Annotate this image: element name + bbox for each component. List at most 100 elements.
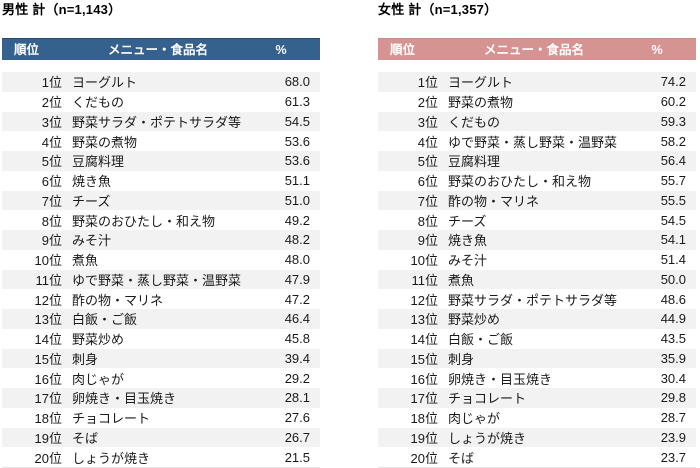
table-body-female: 1位 ヨーグルト 74.2 2位 野菜の煮物 60.2 3位 くだもの 59.3 4位 ゆで野菜・蒸… (378, 72, 696, 468)
percent-cell: 46.4 (284, 311, 310, 327)
menu-name-cell: ゆで野菜・蒸し野菜・温野菜 (448, 134, 618, 150)
percent-cell: 23.7 (660, 449, 686, 465)
rank-cell: 17位 (34, 391, 62, 407)
menu-name-cell: 酢の物・マリネ (448, 193, 540, 209)
rank-cell: 19位 (34, 430, 62, 446)
rank-cell: 4位 (41, 134, 62, 150)
percent-cell: 43.5 (660, 331, 686, 347)
percent-cell: 60.2 (660, 94, 686, 110)
percent-cell: 47.9 (284, 271, 310, 287)
rank-cell: 11位 (35, 272, 63, 288)
table-row: 19位 しょうが焼き 23.9 (378, 427, 696, 448)
table-row: 15位 刺身 35.9 (378, 348, 696, 369)
menu-name-cell: ゆで野菜・蒸し野菜・温野菜 (72, 272, 242, 288)
table-row: 19位 そば 26.7 (2, 427, 320, 448)
menu-name-cell: 野菜の煮物 (448, 95, 514, 111)
table-row: 20位 そば 23.7 (378, 447, 696, 467)
percent-cell: 58.2 (660, 133, 686, 149)
percent-cell: 28.7 (660, 410, 686, 426)
rank-cell: 6位 (417, 174, 438, 190)
percent-cell: 68.0 (284, 74, 310, 90)
menu-name-cell: みそ汁 (448, 253, 488, 269)
table-row: 6位 野菜のおひたし・和え物 55.7 (378, 171, 696, 191)
rank-cell: 18位 (34, 411, 62, 427)
menu-name-cell: 野菜の煮物 (72, 134, 138, 150)
table-row: 6位 焼き魚 51.1 (2, 171, 320, 191)
menu-name-cell: チョコレート (72, 411, 151, 427)
rank-cell: 12位 (34, 292, 62, 308)
menu-name-cell: 煮魚 (448, 272, 475, 288)
table-row: 3位 野菜サラダ・ポテトサラダ等 54.5 (2, 111, 320, 132)
menu-name-cell: チーズ (72, 193, 111, 209)
percent-cell: 55.7 (660, 173, 686, 189)
menu-name-cell: 卵焼き・目玉焼き (448, 371, 553, 387)
rank-cell: 20位 (34, 450, 62, 466)
percent-cell: 29.2 (284, 370, 310, 386)
rank-cell: 20位 (410, 450, 438, 466)
rank-cell: 10位 (410, 253, 438, 269)
menu-name-cell: 肉じゃが (72, 371, 125, 387)
percent-cell: 47.2 (284, 291, 310, 307)
rank-cell: 7位 (41, 193, 62, 209)
percent-cell: 49.2 (284, 212, 310, 228)
table-row: 3位 くだもの 59.3 (378, 111, 696, 132)
percent-cell: 54.1 (660, 232, 686, 248)
menu-name-cell: しょうが焼き (448, 430, 527, 446)
rank-cell: 7位 (417, 193, 438, 209)
rank-cell: 12位 (410, 292, 438, 308)
percent-cell: 55.5 (660, 192, 686, 208)
menu-name-cell: 焼き魚 (448, 233, 488, 249)
rank-cell: 1位 (41, 75, 62, 91)
table-row: 16位 卵焼き・目玉焼き 30.4 (378, 368, 696, 388)
percent-cell: 48.0 (284, 252, 310, 268)
percent-cell: 53.6 (284, 133, 310, 149)
rank-cell: 9位 (41, 233, 62, 249)
rank-cell: 10位 (34, 253, 62, 269)
column-header-percent: % (651, 42, 663, 57)
table-row: 13位 白飯・ご飯 46.4 (2, 309, 320, 329)
table-row: 9位 焼き魚 54.1 (378, 230, 696, 250)
menu-name-cell: 野菜炒め (448, 312, 501, 328)
table-row: 11位 煮魚 50.0 (378, 269, 696, 290)
rank-cell: 1位 (417, 75, 438, 91)
rank-cell: 5位 (41, 154, 62, 170)
menu-name-cell: ヨーグルト (72, 75, 138, 91)
table-row: 18位 肉じゃが 28.7 (378, 408, 696, 428)
table-row: 7位 チーズ 51.0 (2, 190, 320, 211)
table-row: 8位 チーズ 54.5 (378, 210, 696, 230)
percent-cell: 26.7 (284, 429, 310, 445)
percent-cell: 74.2 (660, 74, 686, 90)
table-row: 1位 ヨーグルト 68.0 (2, 72, 320, 92)
rank-cell: 14位 (34, 332, 62, 348)
percent-cell: 35.9 (660, 350, 686, 366)
percent-cell: 48.6 (660, 291, 686, 307)
table-row: 4位 野菜の煮物 53.6 (2, 131, 320, 151)
percent-cell: 29.8 (660, 390, 686, 406)
table-row: 14位 野菜炒め 45.8 (2, 329, 320, 349)
percent-cell: 54.5 (284, 113, 310, 129)
menu-name-cell: 刺身 (72, 351, 99, 367)
percent-cell: 51.4 (660, 252, 686, 268)
menu-name-cell: 焼き魚 (72, 174, 112, 190)
table-row: 7位 酢の物・マリネ 55.5 (378, 190, 696, 211)
percent-cell: 61.3 (284, 94, 310, 110)
percent-cell: 39.4 (284, 350, 310, 366)
rank-cell: 14位 (410, 332, 438, 348)
percent-cell: 50.0 (660, 271, 686, 287)
menu-name-cell: 酢の物・マリネ (72, 292, 164, 308)
rank-cell: 19位 (410, 430, 438, 446)
table-row: 16位 肉じゃが 29.2 (2, 368, 320, 388)
rank-cell: 16位 (34, 371, 62, 387)
percent-cell: 48.2 (284, 232, 310, 248)
percent-cell: 56.4 (660, 153, 686, 169)
percent-cell: 21.5 (284, 449, 310, 465)
menu-name-cell: 豆腐料理 (448, 154, 501, 170)
menu-name-cell: 野菜サラダ・ポテトサラダ等 (72, 114, 242, 130)
menu-name-cell: そば (448, 450, 475, 466)
menu-name-cell: 野菜のおひたし・和え物 (72, 213, 216, 229)
column-header-rank: 順位 (14, 42, 40, 57)
table-row: 20位 しょうが焼き 21.5 (2, 447, 320, 467)
table-row: 10位 みそ汁 51.4 (378, 250, 696, 270)
rank-cell: 18位 (410, 411, 438, 427)
